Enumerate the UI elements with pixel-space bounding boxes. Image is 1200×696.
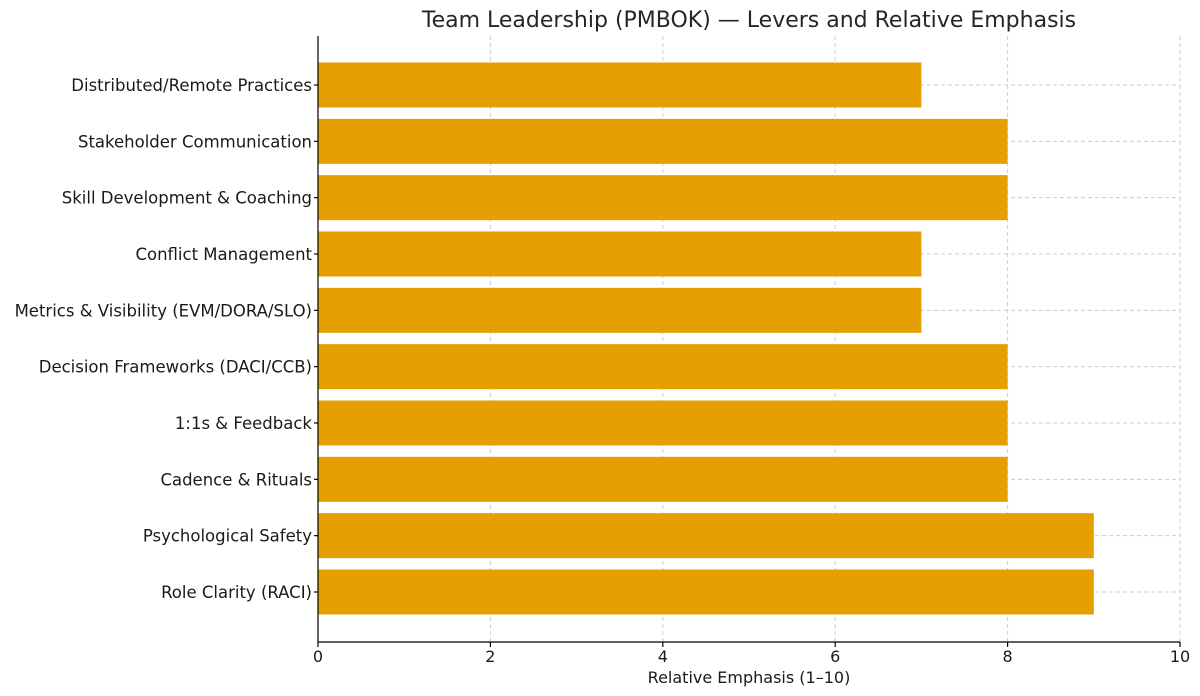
- bar: [318, 118, 1008, 164]
- category-label: Conflict Management: [135, 245, 312, 264]
- x-axis-label: Relative Emphasis (1–10): [648, 668, 851, 687]
- bar: [318, 456, 1008, 502]
- category-label: Distributed/Remote Practices: [71, 76, 312, 95]
- chart-title: Team Leadership (PMBOK) — Levers and Rel…: [421, 8, 1076, 33]
- category-label: Stakeholder Communication: [78, 132, 312, 151]
- bars-layer: [318, 62, 1094, 615]
- category-label: Psychological Safety: [143, 527, 312, 546]
- category-label: 1:1s & Feedback: [175, 414, 313, 433]
- labels-layer: Role Clarity (RACI) Psychological Safety C…: [15, 76, 1191, 666]
- bar: [318, 231, 922, 277]
- x-tick-label: 10: [1170, 647, 1190, 666]
- bar: [318, 175, 1008, 221]
- bar: [318, 569, 1094, 615]
- bar: [318, 513, 1094, 559]
- bar: [318, 400, 1008, 446]
- x-tick-label: 8: [1003, 647, 1013, 666]
- bar: [318, 62, 922, 108]
- bar: [318, 287, 922, 333]
- category-label: Skill Development & Coaching: [62, 189, 312, 208]
- bar: [318, 344, 1008, 390]
- x-tick-label: 6: [830, 647, 840, 666]
- category-label: Decision Frameworks (DACI/CCB): [39, 358, 312, 377]
- category-label: Role Clarity (RACI): [161, 583, 312, 602]
- axes-layer: [314, 36, 1181, 647]
- category-label: Metrics & Visibility (EVM/DORA/SLO): [15, 301, 312, 320]
- x-tick-label: 0: [313, 647, 323, 666]
- x-tick-label: 2: [485, 647, 495, 666]
- category-label: Cadence & Rituals: [160, 470, 312, 489]
- x-tick-label: 4: [658, 647, 668, 666]
